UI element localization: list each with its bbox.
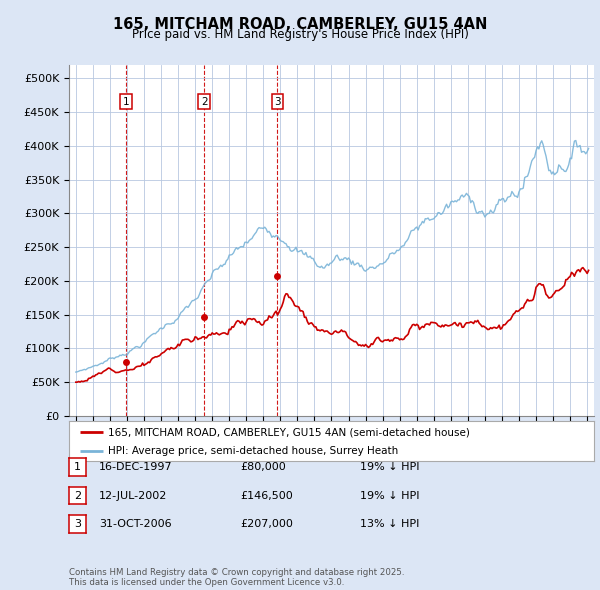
Text: £146,500: £146,500 — [240, 491, 293, 500]
Text: £207,000: £207,000 — [240, 519, 293, 529]
Text: 1: 1 — [123, 97, 130, 107]
Text: 165, MITCHAM ROAD, CAMBERLEY, GU15 4AN (semi-detached house): 165, MITCHAM ROAD, CAMBERLEY, GU15 4AN (… — [109, 427, 470, 437]
Text: 3: 3 — [74, 519, 81, 529]
Text: 12-JUL-2002: 12-JUL-2002 — [99, 491, 167, 500]
Text: 165, MITCHAM ROAD, CAMBERLEY, GU15 4AN: 165, MITCHAM ROAD, CAMBERLEY, GU15 4AN — [113, 17, 487, 31]
Text: 1: 1 — [74, 463, 81, 472]
Text: 3: 3 — [274, 97, 281, 107]
Text: HPI: Average price, semi-detached house, Surrey Heath: HPI: Average price, semi-detached house,… — [109, 445, 398, 455]
Text: Contains HM Land Registry data © Crown copyright and database right 2025.
This d: Contains HM Land Registry data © Crown c… — [69, 568, 404, 587]
Text: £80,000: £80,000 — [240, 463, 286, 472]
Text: 2: 2 — [201, 97, 208, 107]
Text: Price paid vs. HM Land Registry's House Price Index (HPI): Price paid vs. HM Land Registry's House … — [131, 28, 469, 41]
Text: 19% ↓ HPI: 19% ↓ HPI — [360, 491, 419, 500]
Text: 19% ↓ HPI: 19% ↓ HPI — [360, 463, 419, 472]
Text: 16-DEC-1997: 16-DEC-1997 — [99, 463, 173, 472]
Text: 31-OCT-2006: 31-OCT-2006 — [99, 519, 172, 529]
Text: 13% ↓ HPI: 13% ↓ HPI — [360, 519, 419, 529]
Text: 2: 2 — [74, 491, 81, 500]
